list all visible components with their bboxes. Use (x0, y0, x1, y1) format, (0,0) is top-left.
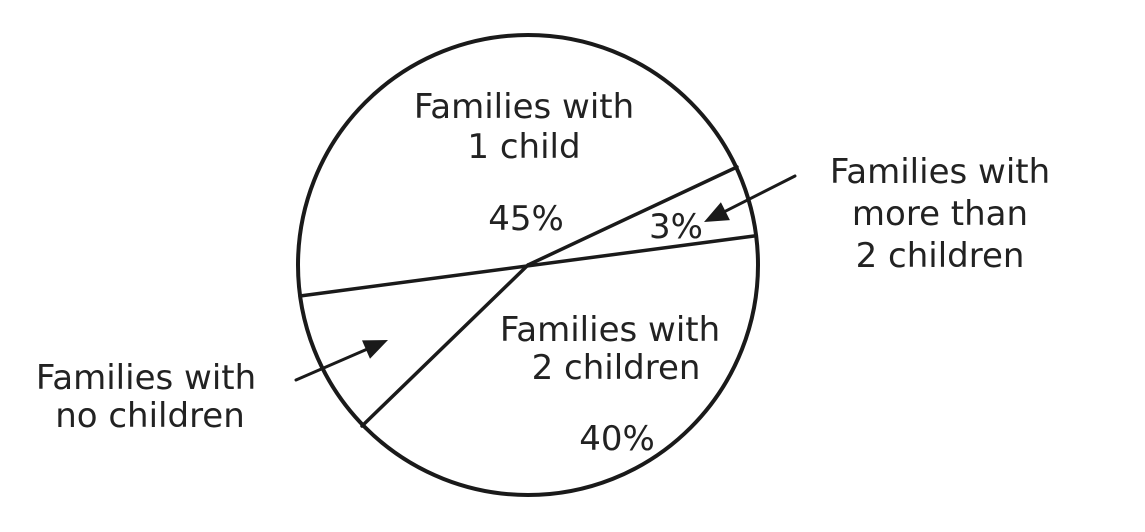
slice-value-one-child: 45% (488, 199, 564, 239)
slice-label-one-child-line2: 1 child (467, 127, 580, 167)
slice-value-more-than-two: 3% (649, 207, 703, 247)
arrow-no-children-head (362, 340, 388, 359)
divider-two-children-no-children (360, 263, 530, 428)
pie-outline (296, 33, 760, 497)
arrow-more-than-two-shaft (723, 174, 797, 213)
arrow-no-children-shaft (294, 348, 368, 382)
slice-label-no-children-line2: no children (55, 396, 245, 436)
slice-value-two-children: 40% (579, 419, 655, 459)
slice-dividers (298, 165, 756, 428)
slice-label-one-child-line1: Families with (414, 87, 634, 127)
arrow-more-than-two-head (704, 202, 730, 222)
divider-one-child-more-than-two (526, 165, 739, 267)
slice-label-more-than-two-line2: more than (852, 194, 1028, 234)
slice-label-two-children-line2: 2 children (532, 348, 701, 388)
slice-label-no-children-line1: Families with (36, 358, 256, 398)
slice-label-two-children-line1: Families with (500, 310, 720, 350)
slice-label-more-than-two-line1: Families with (830, 152, 1050, 192)
pointer-arrows (294, 174, 797, 382)
slice-label-more-than-two-line3: 2 children (856, 236, 1025, 276)
